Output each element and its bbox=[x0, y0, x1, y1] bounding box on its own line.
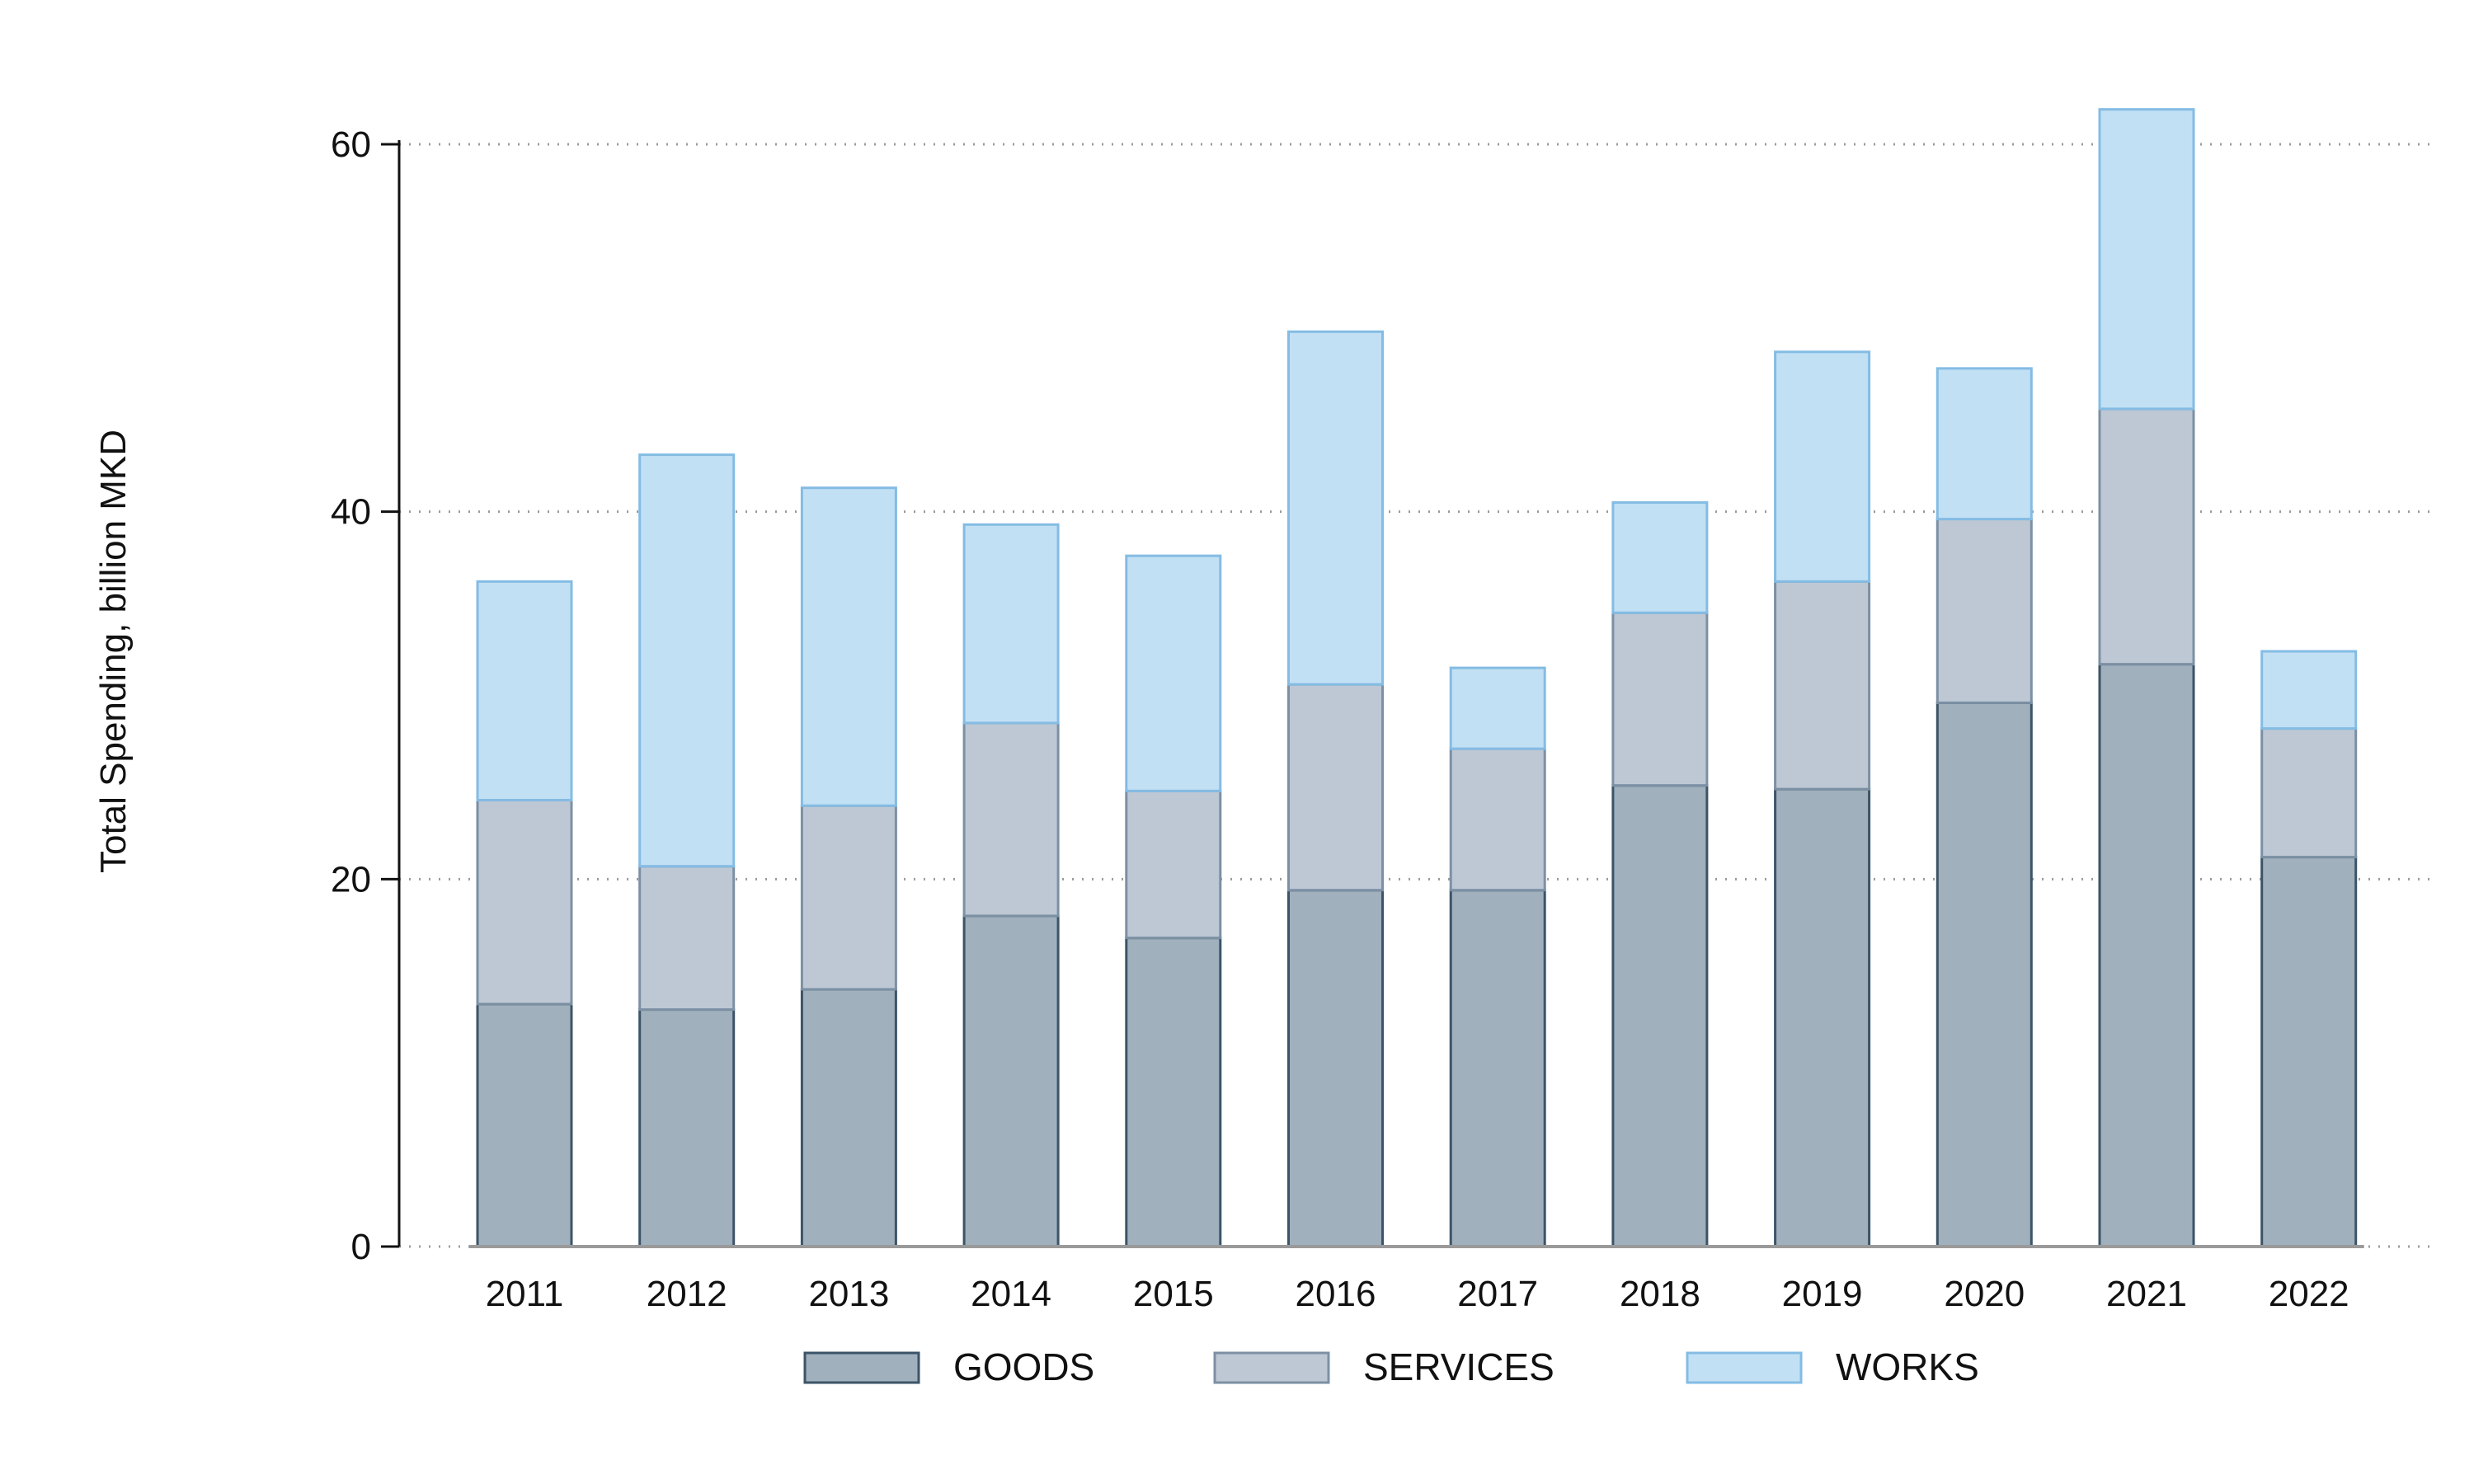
bar-services-2013 bbox=[800, 804, 897, 991]
axes: 0 20 40 60 2011 2012 2013 2014 2015 2016 2017 2018 2… bbox=[331, 124, 2364, 1314]
x-tick-label-2015: 2015 bbox=[1133, 1274, 1214, 1314]
legend-label-works: WORKS bbox=[1836, 1345, 1979, 1388]
bar-works-2013 bbox=[800, 486, 897, 807]
bar-services-2022 bbox=[2260, 727, 2358, 859]
x-tick-label-2021: 2021 bbox=[2106, 1274, 2187, 1314]
y-tick-label-20: 20 bbox=[331, 859, 371, 899]
x-tick-label-2019: 2019 bbox=[1782, 1274, 1863, 1314]
y-axis-title: Total Spending, billion MKD bbox=[93, 430, 134, 873]
bar-services-2017 bbox=[1449, 747, 1546, 892]
bar-goods-2011 bbox=[476, 1003, 573, 1248]
bar-goods-2019 bbox=[1774, 787, 1871, 1248]
bar-works-2011 bbox=[476, 580, 573, 802]
y-tick-label-60: 60 bbox=[331, 124, 371, 165]
bar-goods-2012 bbox=[638, 1008, 736, 1248]
bar-goods-2014 bbox=[962, 914, 1060, 1248]
bar-services-2015 bbox=[1125, 789, 1222, 940]
legend-label-goods: GOODS bbox=[953, 1345, 1094, 1388]
bar-works-2021 bbox=[2098, 108, 2195, 411]
bar-services-2020 bbox=[1935, 518, 2033, 704]
bar-works-2016 bbox=[1287, 330, 1384, 686]
y-tick-label-40: 40 bbox=[331, 492, 371, 533]
x-tick-label-2013: 2013 bbox=[808, 1274, 889, 1314]
bar-works-2022 bbox=[2260, 650, 2358, 730]
bar-works-2012 bbox=[638, 453, 736, 868]
x-tick-label-2014: 2014 bbox=[971, 1274, 1051, 1314]
bar-goods-2022 bbox=[2260, 856, 2358, 1248]
bar-services-2011 bbox=[476, 799, 573, 1006]
legend-swatch-services bbox=[1213, 1351, 1330, 1384]
bar-goods-2013 bbox=[800, 988, 897, 1248]
legend: GOODS SERVICES WORKS bbox=[803, 1345, 1979, 1388]
bar-services-2014 bbox=[962, 721, 1060, 918]
x-tick-label-2011: 2011 bbox=[486, 1274, 564, 1314]
bar-works-2020 bbox=[1935, 367, 2033, 521]
bar-services-2012 bbox=[638, 865, 736, 1012]
legend-swatch-goods bbox=[803, 1351, 920, 1384]
bar-goods-2018 bbox=[1611, 784, 1709, 1248]
x-tick-label-2018: 2018 bbox=[1620, 1274, 1700, 1314]
bar-goods-2017 bbox=[1449, 889, 1546, 1248]
bar-services-2019 bbox=[1774, 580, 1871, 791]
bar-goods-2021 bbox=[2098, 663, 2195, 1248]
bar-works-2014 bbox=[962, 523, 1060, 725]
x-tick-label-2022: 2022 bbox=[2269, 1274, 2349, 1314]
y-tick-label-0: 0 bbox=[351, 1227, 371, 1267]
bar-works-2019 bbox=[1774, 350, 1871, 583]
bar-goods-2020 bbox=[1935, 701, 2033, 1248]
legend-swatch-works bbox=[1686, 1351, 1803, 1384]
x-tick-label-2016: 2016 bbox=[1296, 1274, 1376, 1314]
bar-works-2015 bbox=[1125, 554, 1222, 792]
legend-label-services: SERVICES bbox=[1363, 1345, 1554, 1388]
x-tick-label-2017: 2017 bbox=[1457, 1274, 1538, 1314]
bar-goods-2016 bbox=[1287, 889, 1384, 1248]
bar-services-2018 bbox=[1611, 611, 1709, 787]
bars bbox=[476, 108, 2358, 1248]
bar-works-2018 bbox=[1611, 501, 1709, 614]
x-tick-label-2020: 2020 bbox=[1944, 1274, 2025, 1314]
bar-goods-2015 bbox=[1125, 937, 1222, 1248]
bar-works-2017 bbox=[1449, 666, 1546, 750]
bar-services-2021 bbox=[2098, 407, 2195, 666]
bar-services-2016 bbox=[1287, 683, 1384, 892]
x-tick-label-2012: 2012 bbox=[647, 1274, 727, 1314]
